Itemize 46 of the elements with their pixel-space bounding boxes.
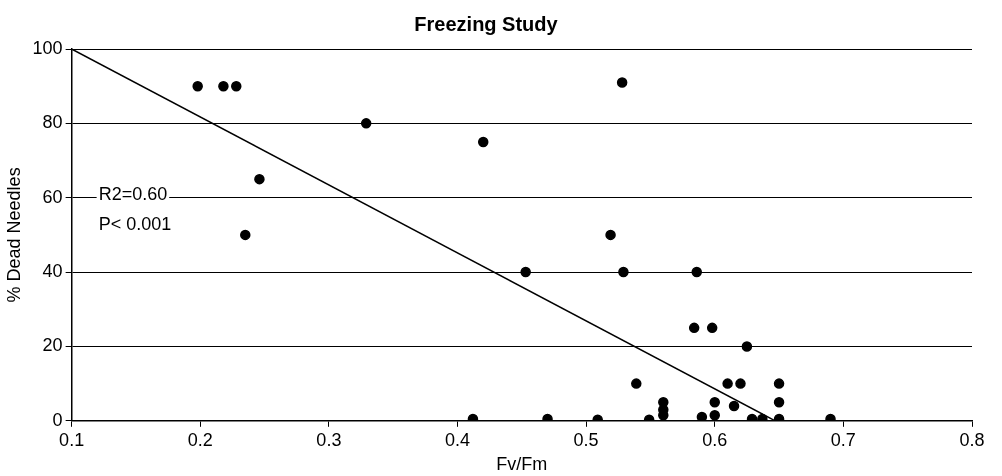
x-tick-label: 0.7	[830, 429, 856, 450]
x-tick-label: 0.2	[187, 429, 213, 450]
point	[231, 80, 242, 92]
y-tick-label: 60	[42, 186, 63, 207]
x-axis-title: Fv/Fm	[496, 454, 548, 475]
y-tick-label: 100	[32, 37, 63, 58]
point	[706, 322, 718, 334]
y-tick-label: 80	[42, 112, 63, 133]
point	[709, 396, 720, 408]
point	[240, 229, 251, 241]
point	[605, 229, 616, 241]
y-tick-label: 20	[42, 335, 63, 356]
point	[773, 396, 785, 408]
point	[691, 266, 702, 278]
point	[741, 341, 753, 352]
point	[360, 118, 372, 129]
point	[735, 378, 746, 389]
annotation: P< 0.001	[98, 213, 172, 234]
y-tick-label: 0	[52, 409, 63, 430]
point	[218, 80, 229, 92]
point	[696, 411, 708, 421]
point	[728, 400, 740, 412]
point	[618, 266, 629, 278]
point	[709, 409, 720, 421]
point	[616, 77, 628, 88]
point	[722, 378, 733, 389]
point	[825, 413, 836, 421]
x-tick-label: 0.1	[59, 429, 85, 450]
point	[477, 136, 489, 148]
y-axis-title: % Dead Needles	[3, 167, 24, 303]
point	[254, 173, 265, 185]
x-tick-label: 0.6	[702, 429, 728, 450]
point	[631, 378, 642, 389]
chart-title: Freezing Study	[414, 12, 559, 35]
point	[773, 378, 785, 389]
x-tick-label: 0.5	[573, 429, 599, 450]
x-tick-label: 0.8	[959, 429, 985, 450]
point	[520, 266, 531, 278]
point	[542, 413, 553, 421]
point	[192, 80, 203, 92]
point	[688, 322, 700, 334]
y-tick-label: 40	[42, 261, 63, 282]
x-tick-label: 0.3	[316, 429, 342, 450]
annotation: R2=0.60	[98, 183, 168, 204]
point	[757, 413, 768, 421]
x-tick-label: 0.4	[444, 429, 471, 450]
